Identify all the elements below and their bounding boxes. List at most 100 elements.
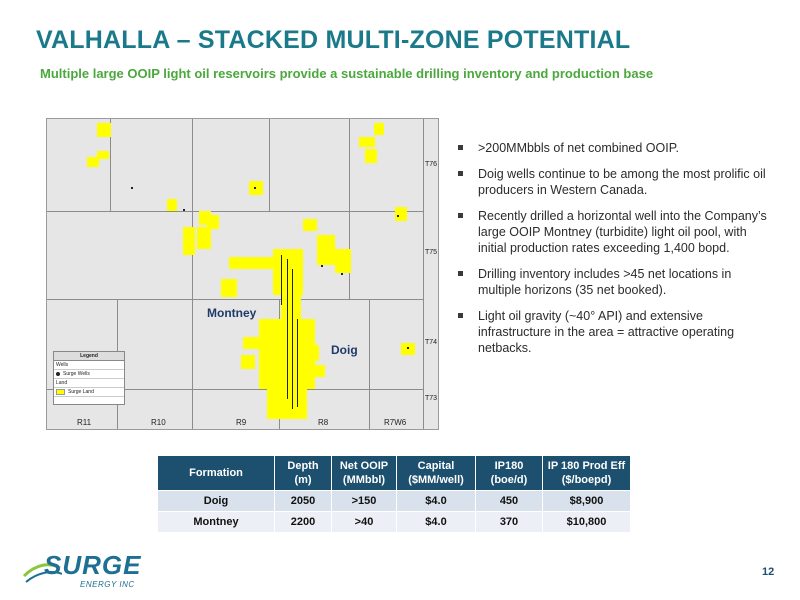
page-number: 12 — [762, 566, 775, 578]
legend-land-item: Surge Land — [54, 388, 124, 397]
table-cell: 2050 — [274, 490, 332, 512]
col-header-prod-eff: IP 180 Prod Eff ($/boepd) — [542, 455, 631, 491]
well-path — [281, 255, 282, 305]
township-label: T74 — [425, 339, 438, 346]
slide-subtitle: Multiple large OOIP light oil reservoirs… — [40, 66, 654, 81]
land-parcel — [395, 207, 407, 221]
table-row: Montney 2200 >40 $4.0 370 $10,800 — [157, 511, 631, 533]
table-row: Doig 2050 >150 $4.0 450 $8,900 — [157, 490, 631, 512]
col-header-unit: (MMbbl) — [342, 474, 386, 486]
township-label: T73 — [425, 395, 438, 402]
table-cell: 370 — [475, 511, 543, 533]
land-parcel — [221, 279, 237, 297]
legend-land-header: Land — [54, 379, 124, 388]
legend-wells-header: Wells — [54, 361, 124, 370]
bullet-icon — [458, 171, 463, 176]
bullet-item: Light oil gravity (~40° API) and extensi… — [456, 308, 776, 356]
table-cell: $4.0 — [396, 490, 476, 512]
bullet-item: Drilling inventory includes >45 net loca… — [456, 266, 776, 298]
land-parcel — [97, 151, 109, 159]
col-header-label: IP 180 Prod Eff — [547, 460, 626, 472]
well-marker — [254, 187, 256, 189]
table-cell: Doig — [157, 490, 275, 512]
bullet-text: Doig wells continue to be among the most… — [478, 167, 766, 197]
land-parcel — [87, 157, 99, 167]
range-label: R9 — [236, 418, 247, 427]
logo-name: SURGE — [44, 550, 142, 580]
land-parcel — [303, 219, 317, 231]
col-header-label: Depth — [287, 460, 319, 472]
range-line — [110, 119, 111, 211]
col-header-label: Capital — [417, 460, 455, 472]
land-parcel — [359, 137, 375, 147]
well-marker — [321, 265, 323, 267]
col-header-label: IP180 — [494, 460, 524, 472]
land-parcel — [241, 355, 255, 369]
doig-label: Doig — [331, 343, 358, 357]
table-cell: 2200 — [274, 511, 332, 533]
range-label: R8 — [318, 418, 329, 427]
land-parcel — [183, 227, 195, 255]
land-parcel — [374, 123, 384, 135]
col-header-unit: (boe/d) — [490, 474, 528, 486]
land-swatch-icon — [56, 389, 65, 395]
legend-title: Legend — [54, 352, 124, 361]
montney-label: Montney — [207, 306, 257, 320]
well-marker — [341, 273, 343, 275]
map-legend: Legend Wells Surge Wells Land Surge Land — [53, 351, 125, 405]
land-parcel — [317, 235, 335, 265]
well-path — [287, 259, 288, 399]
land-parcel — [167, 199, 177, 211]
col-header-unit: ($/boepd) — [561, 474, 612, 486]
table-cell: $8,900 — [542, 490, 631, 512]
surge-logo: SURGE ENERGY INC — [22, 548, 142, 594]
range-line — [269, 119, 270, 211]
legend-land-header-label: Land — [56, 380, 68, 386]
well-marker — [407, 347, 409, 349]
bullet-text: >200MMbbls of net combined OOIP. — [478, 141, 679, 155]
land-parcel — [307, 345, 319, 361]
table-cell: Montney — [157, 511, 275, 533]
land-parcel — [197, 227, 211, 249]
well-marker — [183, 209, 185, 211]
table-cell: $4.0 — [396, 511, 476, 533]
well-marker — [397, 215, 399, 217]
col-header-unit: ($MM/well) — [408, 474, 464, 486]
table-cell: $10,800 — [542, 511, 631, 533]
table-cell: >40 — [331, 511, 397, 533]
land-parcel — [249, 181, 263, 195]
formation-table: Formation Depth (m) Net OOIP (MMbbl) Capit… — [157, 455, 631, 533]
bullet-item: Recently drilled a horizontal well into … — [456, 208, 776, 256]
land-map: T76 T75 T74 T73 Montney Doig Legend Well… — [46, 118, 439, 430]
col-header-capital: Capital ($MM/well) — [396, 455, 476, 491]
table-cell: 450 — [475, 490, 543, 512]
land-parcel — [335, 249, 351, 273]
land-parcel — [401, 343, 415, 355]
legend-well-item: Surge Wells — [54, 370, 124, 379]
bullet-icon — [458, 271, 463, 276]
range-line — [349, 119, 350, 299]
legend-wells-header-label: Wells — [56, 362, 69, 368]
table-cell: >150 — [331, 490, 397, 512]
land-parcel — [291, 299, 301, 313]
township-line — [47, 211, 423, 212]
range-label: R11 — [77, 418, 92, 427]
logo-subtext: ENERGY INC — [80, 580, 135, 589]
table-header-row: Formation Depth (m) Net OOIP (MMbbl) Capit… — [157, 455, 631, 491]
well-symbol-icon — [56, 372, 60, 376]
bullet-text: Light oil gravity (~40° API) and extensi… — [478, 309, 735, 355]
range-line — [192, 119, 193, 429]
bullet-icon — [458, 313, 463, 318]
land-parcel — [365, 149, 377, 163]
land-parcel — [273, 249, 303, 295]
range-label: R7W6 — [384, 418, 407, 427]
well-path — [292, 269, 293, 409]
well-path — [297, 319, 298, 407]
land-parcel — [207, 215, 219, 229]
land-parcel — [97, 123, 111, 137]
land-parcel — [243, 337, 259, 349]
bullet-item: >200MMbbls of net combined OOIP. — [456, 140, 776, 156]
bullet-text: Recently drilled a horizontal well into … — [478, 209, 767, 255]
bullet-icon — [458, 145, 463, 150]
township-label: T76 — [425, 161, 438, 168]
